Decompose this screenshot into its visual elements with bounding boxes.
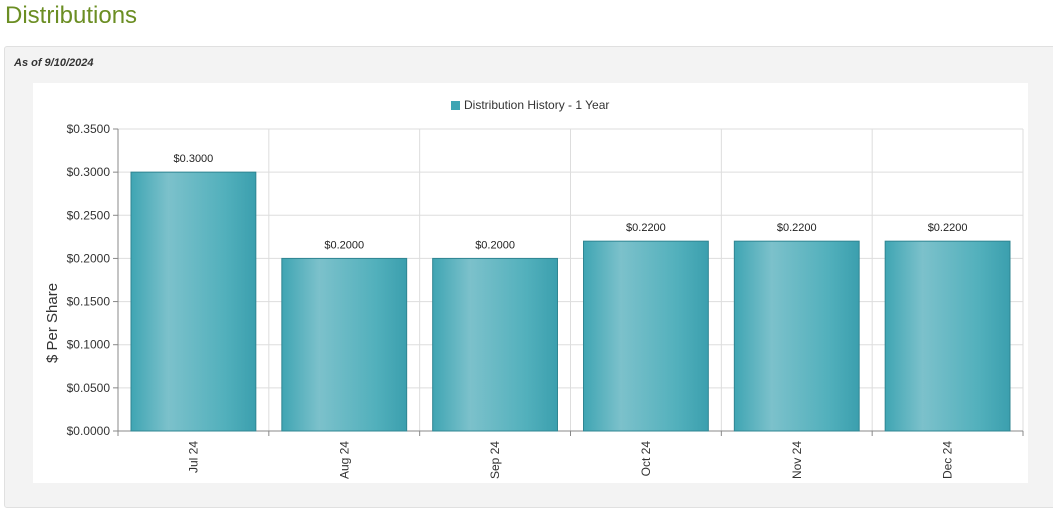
bar-dec-24 <box>884 240 1011 432</box>
data-label: $0.2200 <box>777 222 817 234</box>
x-tick-label: Aug 24 <box>337 441 351 479</box>
x-tick-label: Oct 24 <box>639 441 653 477</box>
legend-label: Distribution History - 1 Year <box>464 98 609 112</box>
bar-nov-24 <box>733 240 860 432</box>
x-tick-label: Nov 24 <box>790 441 804 479</box>
bar-sep-24 <box>432 257 558 432</box>
legend-swatch <box>451 101 460 110</box>
distribution-chart: Distribution History - 1 Year $ Per Shar… <box>33 83 1028 483</box>
y-tick-label: $0.3000 <box>67 165 111 179</box>
data-label: $0.2000 <box>475 239 515 251</box>
x-tick-label: Jul 24 <box>186 441 200 473</box>
y-tick-label: $0.2000 <box>67 251 111 265</box>
chart-svg: Distribution History - 1 Year $ Per Shar… <box>44 98 1024 479</box>
y-tick-label: $0.3500 <box>67 122 111 136</box>
y-tick-label: $0.1000 <box>67 338 111 352</box>
y-tick-label: $0.1500 <box>67 295 111 309</box>
legend: Distribution History - 1 Year <box>451 98 609 112</box>
bar-jul-24 <box>130 171 257 432</box>
y-axis-title: $ Per Share <box>44 283 61 363</box>
data-label: $0.2000 <box>324 239 364 251</box>
y-tick-label: $0.0000 <box>67 424 111 438</box>
data-label: $0.2200 <box>928 222 968 234</box>
x-tick-label: Dec 24 <box>941 441 955 479</box>
y-tick-label: $0.2500 <box>67 208 111 222</box>
bar-aug-24 <box>281 257 408 432</box>
bar-oct-24 <box>583 240 709 432</box>
data-label: $0.2200 <box>626 222 666 234</box>
page-title: Distributions <box>5 2 138 29</box>
as-of-date: As of 9/10/2024 <box>14 57 94 69</box>
x-tick-label: Sep 24 <box>488 441 502 479</box>
y-tick-label: $0.0500 <box>67 381 111 395</box>
data-label: $0.3000 <box>174 153 214 165</box>
